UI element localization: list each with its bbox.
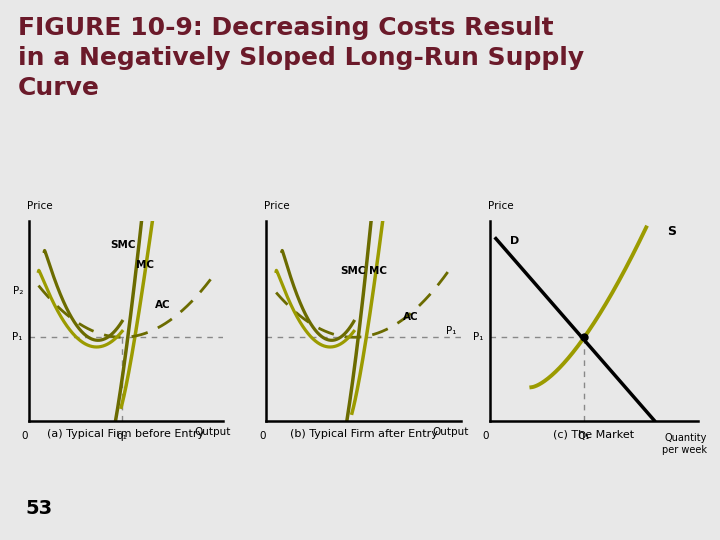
Text: S: S (667, 225, 676, 238)
Text: Q₁: Q₁ (577, 431, 590, 441)
Text: SMC: SMC (110, 240, 136, 251)
Text: Price: Price (264, 201, 290, 212)
Text: 0: 0 (259, 431, 266, 441)
Text: MC: MC (369, 266, 387, 276)
Text: Price: Price (27, 201, 53, 212)
Text: 0: 0 (482, 431, 489, 441)
Text: 53: 53 (25, 500, 53, 518)
Text: P₁: P₁ (446, 326, 457, 336)
Text: (c) The Market: (c) The Market (554, 429, 634, 440)
Text: AC: AC (402, 312, 418, 322)
Text: D: D (510, 237, 520, 246)
Text: AC: AC (156, 300, 171, 310)
Text: Quantity
per week: Quantity per week (662, 433, 707, 455)
Text: (a) Typical Firm before Entry: (a) Typical Firm before Entry (48, 429, 204, 440)
Text: P₁: P₁ (12, 332, 23, 342)
Text: P₁: P₁ (473, 332, 483, 342)
Text: (b) Typical Firm after Entry: (b) Typical Firm after Entry (289, 429, 438, 440)
Text: 0: 0 (22, 431, 28, 441)
Text: Output: Output (194, 427, 231, 437)
Text: q₁: q₁ (117, 431, 127, 441)
Text: MC: MC (135, 260, 154, 271)
Text: FIGURE 10-9: Decreasing Costs Result
in a Negatively Sloped Long-Run Supply
Curv: FIGURE 10-9: Decreasing Costs Result in … (18, 16, 584, 100)
Text: P₂: P₂ (12, 286, 23, 296)
Text: Price: Price (487, 201, 513, 212)
Text: Output: Output (432, 427, 469, 437)
Text: SMC: SMC (341, 266, 366, 276)
